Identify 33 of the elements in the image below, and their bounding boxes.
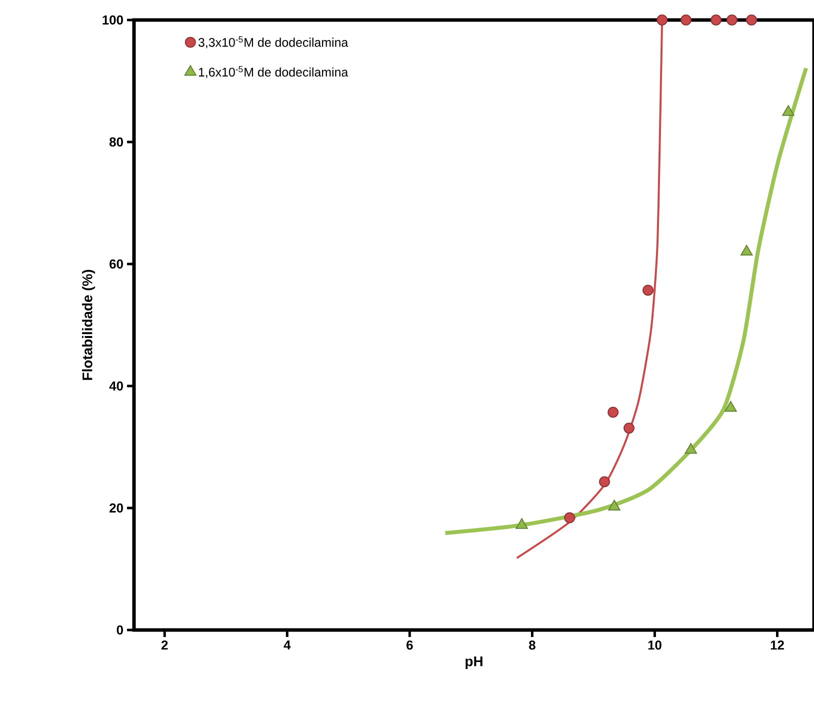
y-tick-label: 80 — [110, 137, 123, 147]
point — [746, 14, 757, 26]
y-tick-label: 100 — [102, 15, 123, 25]
point — [564, 512, 576, 524]
x-tick-label: 6 — [406, 640, 413, 650]
y-tick-label: 20 — [110, 503, 123, 513]
point — [710, 14, 722, 26]
point — [608, 406, 619, 418]
x-axis-title: pH — [466, 656, 482, 669]
x-tick-label: 2 — [161, 640, 168, 650]
point — [684, 443, 697, 454]
y-tick-label: 40 — [109, 381, 123, 391]
point — [782, 105, 794, 116]
point — [516, 518, 528, 529]
point — [599, 476, 610, 488]
y-axis-title: Flotabilidade (%) — [82, 270, 96, 380]
point — [740, 244, 753, 256]
point — [624, 422, 634, 434]
point — [726, 14, 738, 26]
x-tick-label: 12 — [770, 640, 784, 650]
legend-label: 1,6x10$^{-5}$M de dodecilamina — [198, 66, 348, 78]
x-tick-label: 4 — [284, 640, 291, 650]
point — [680, 14, 692, 26]
x-tick-label: 10 — [648, 640, 662, 650]
point — [724, 400, 737, 412]
x-tick-label: 8 — [529, 640, 536, 650]
point — [656, 14, 668, 26]
y-tick-label: 0 — [116, 625, 123, 635]
point — [642, 284, 654, 296]
legend-label: 3,3x10$^{-5}$M de dodecilamina — [198, 36, 348, 48]
point — [608, 500, 620, 511]
y-tick-label: 60 — [110, 259, 123, 269]
line-series — [443, 66, 808, 536]
